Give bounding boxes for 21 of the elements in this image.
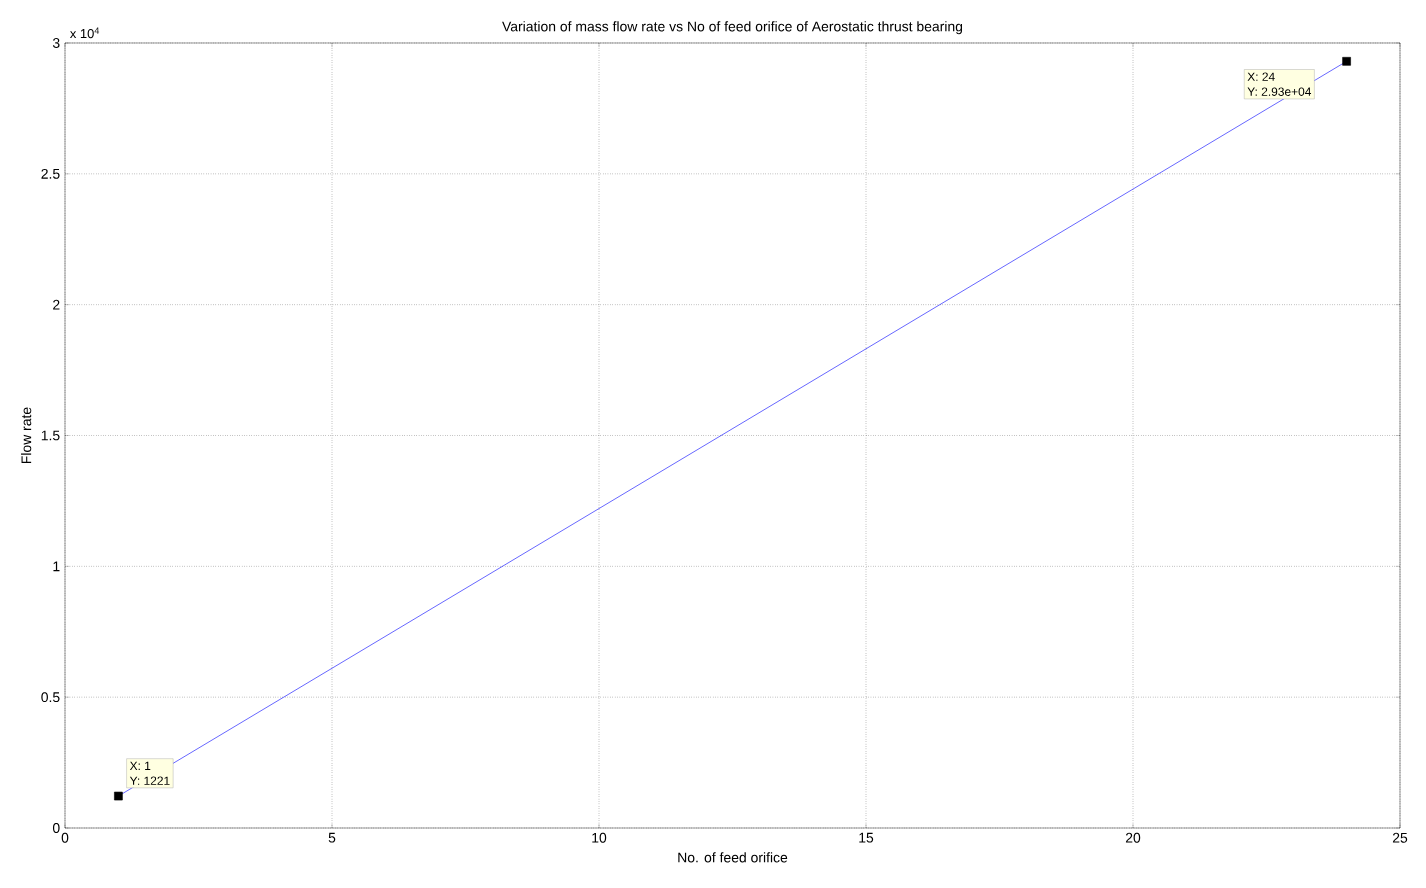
y-tick-label: 1 xyxy=(53,561,60,572)
y-axis-title: Flow rate xyxy=(21,407,32,464)
annotation: Y: 2.93e+04 xyxy=(1247,87,1312,96)
y-tick-label: 1.5 xyxy=(41,430,60,441)
x-tick-label: 25 xyxy=(1392,832,1408,843)
x-tick-label: 5 xyxy=(328,832,336,843)
x-tick-label: 10 xyxy=(592,832,607,843)
y-tick-label: 2.5 xyxy=(41,168,60,179)
y-tick-label: 0.5 xyxy=(41,692,60,703)
y-tick-label: 2 xyxy=(53,299,60,310)
text: x 10$^{4}$ xyxy=(69,27,100,39)
y-tick-label: 3 xyxy=(52,38,60,48)
y-tick-label: 0 xyxy=(52,823,60,833)
annotation: Y: 1221 xyxy=(129,776,170,785)
annotation: X: 24 xyxy=(1247,72,1275,81)
x-axis-title: No. of feed orifice xyxy=(678,852,788,863)
x-tick-label: 15 xyxy=(859,832,874,843)
chart-title: Variation of mass flow rate vs No of feed orifice of Aerostatic thrust bearing xyxy=(502,21,963,35)
x-tick-label: 0 xyxy=(61,832,69,843)
annotation: X: 1 xyxy=(129,761,151,770)
x-tick-label: 20 xyxy=(1125,832,1141,843)
